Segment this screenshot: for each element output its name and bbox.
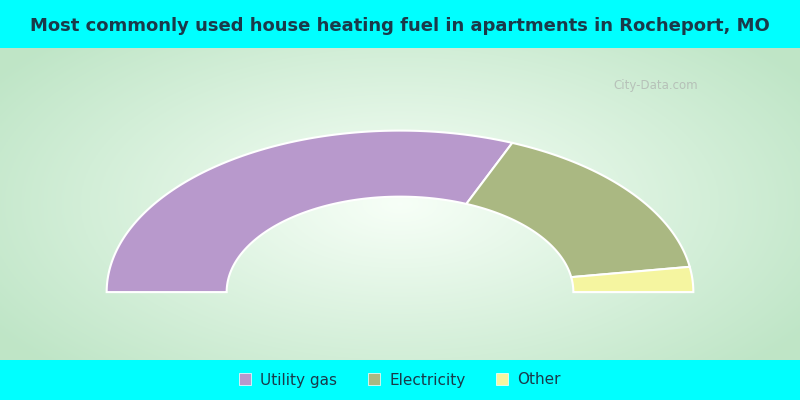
Text: Most commonly used house heating fuel in apartments in Rocheport, MO: Most commonly used house heating fuel in… (30, 17, 770, 35)
Polygon shape (466, 143, 690, 277)
Text: City-Data.com: City-Data.com (614, 79, 698, 92)
Polygon shape (571, 267, 694, 292)
Legend: Utility gas, Electricity, Other: Utility gas, Electricity, Other (233, 366, 567, 394)
Polygon shape (106, 130, 512, 292)
